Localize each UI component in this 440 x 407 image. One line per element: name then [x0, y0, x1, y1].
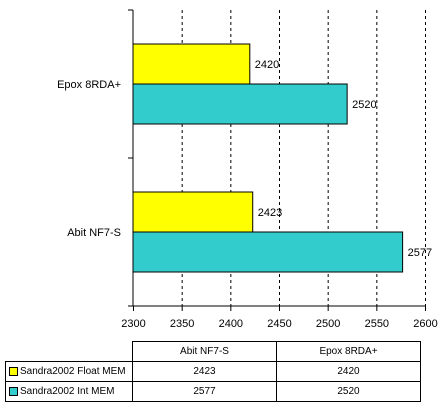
category-label: Epox 8RDA+ [57, 79, 121, 91]
bar-chart: 2300 2350 2400 2450 2500 2550 2600 Epox 8RDA+ 24… [57, 9, 438, 330]
x-tick-label: 2550 [365, 318, 389, 330]
table-row-header: Sandra2002 Float MEM [5, 361, 133, 382]
legend-swatch-yellow [9, 366, 18, 376]
legend-swatch-teal [9, 386, 18, 396]
data-table: Abit NF7-S Epox 8RDA+ Sandra2002 Float M… [5, 341, 421, 402]
table-cell: 2520 [276, 381, 421, 402]
data-label: 2577 [408, 247, 432, 259]
category-label: Abit NF7-S [67, 227, 121, 239]
data-label: 2520 [352, 99, 376, 111]
table-column-header: Abit NF7-S [132, 341, 277, 362]
table-column-header: Epox 8RDA+ [276, 341, 421, 362]
table-cell: 2577 [132, 381, 277, 402]
bars [132, 43, 404, 273]
bar [132, 83, 348, 125]
x-tick-label: 2450 [267, 318, 291, 330]
table-row: Sandra2002 Int MEM 2577 2520 [5, 381, 421, 402]
x-tick-label: 2500 [316, 318, 340, 330]
table-cell: 2420 [276, 361, 421, 382]
table-row: Sandra2002 Float MEM 2423 2420 [5, 361, 421, 382]
x-tick-label: 2600 [413, 318, 437, 330]
x-tick-label: 2350 [170, 318, 194, 330]
table-corner [6, 342, 133, 362]
x-tick-label: 2300 [121, 318, 145, 330]
bar [132, 43, 251, 85]
x-tick-label: 2400 [219, 318, 243, 330]
bar [132, 191, 254, 233]
data-label: 2420 [255, 59, 279, 71]
table-row-label: Sandra2002 Float MEM [20, 366, 126, 377]
data-label: 2423 [258, 207, 282, 219]
table-row-label: Sandra2002 Int MEM [20, 386, 115, 397]
table-row-header: Sandra2002 Int MEM [5, 381, 133, 402]
table-header-row: Abit NF7-S Epox 8RDA+ [6, 341, 421, 362]
table-cell: 2423 [132, 361, 277, 382]
bar [132, 231, 404, 273]
labels: 2300 2350 2400 2450 2500 2550 2600 Epox 8RDA+ 24… [57, 59, 438, 330]
